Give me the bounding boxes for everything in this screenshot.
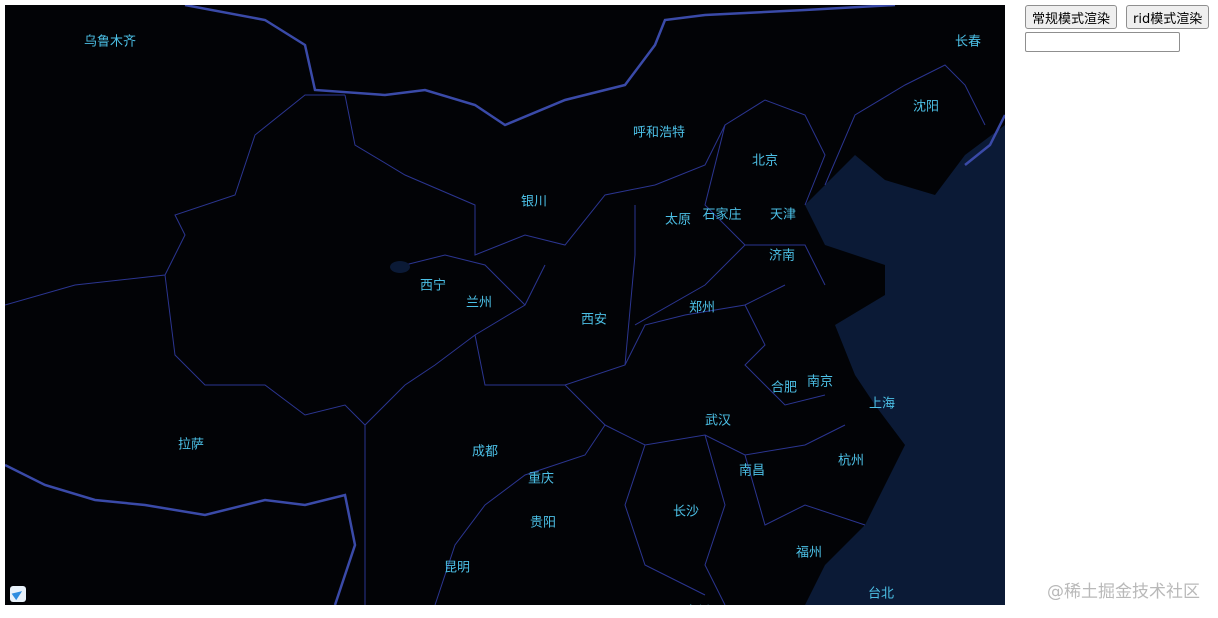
city-label[interactable]: 乌鲁木齐 (83, 34, 137, 50)
country-border (5, 5, 1005, 605)
mapbox-logo-icon[interactable] (10, 586, 26, 602)
city-label[interactable]: 福州 (795, 545, 823, 561)
city-label[interactable]: 台北 (867, 586, 895, 602)
city-label[interactable]: 上海 (868, 396, 896, 412)
city-label[interactable]: 成都 (471, 444, 499, 460)
city-label[interactable]: 昆明 (443, 560, 471, 576)
city-label[interactable]: 北京 (751, 153, 779, 169)
city-label[interactable]: 沈阳 (912, 99, 940, 115)
city-label[interactable]: 武汉 (704, 413, 732, 429)
lakes (390, 261, 410, 273)
city-label[interactable]: 拉萨 (177, 437, 205, 453)
watermark: @稀土掘金技术社区 (1047, 582, 1200, 602)
sea-area (805, 125, 1005, 605)
text-input[interactable] (1025, 32, 1180, 52)
city-label[interactable]: 南京 (806, 374, 834, 390)
city-label[interactable]: 兰州 (465, 295, 493, 311)
province-borders (5, 64, 986, 605)
map-basemap (5, 5, 1005, 605)
city-label[interactable]: 长春 (954, 34, 982, 50)
city-label[interactable]: 合肥 (770, 380, 798, 396)
city-label[interactable]: 济南 (768, 248, 796, 264)
city-label[interactable]: 南昌 (738, 463, 766, 479)
city-label[interactable]: 杭州 (837, 453, 865, 469)
city-label[interactable]: 天津 (769, 207, 797, 223)
normal-render-button[interactable]: 常规模式渲染 (1025, 5, 1118, 29)
city-label[interactable]: 西安 (580, 312, 608, 328)
city-label[interactable]: 呼和浩特 (632, 125, 686, 141)
city-label[interactable]: 重庆 (527, 471, 555, 487)
city-label[interactable]: 广州 (684, 601, 710, 606)
city-label[interactable]: 银川 (520, 194, 548, 210)
grid-render-button[interactable]: rid模式渲染 (1126, 5, 1210, 29)
city-label[interactable]: 太原 (664, 212, 692, 228)
map-canvas[interactable]: 乌鲁木齐 长春沈阳呼和浩特北京银川太原 石家庄 天津济南西宁兰州西安 郑州合肥 南京上海武… (5, 5, 1005, 605)
city-label[interactable]: 长沙 (672, 504, 700, 520)
city-label[interactable]: 石家庄 (702, 207, 742, 223)
city-label[interactable]: 西宁 (419, 278, 447, 294)
city-label[interactable]: 贵阳 (529, 515, 557, 531)
city-label[interactable]: 郑州 (688, 300, 716, 316)
